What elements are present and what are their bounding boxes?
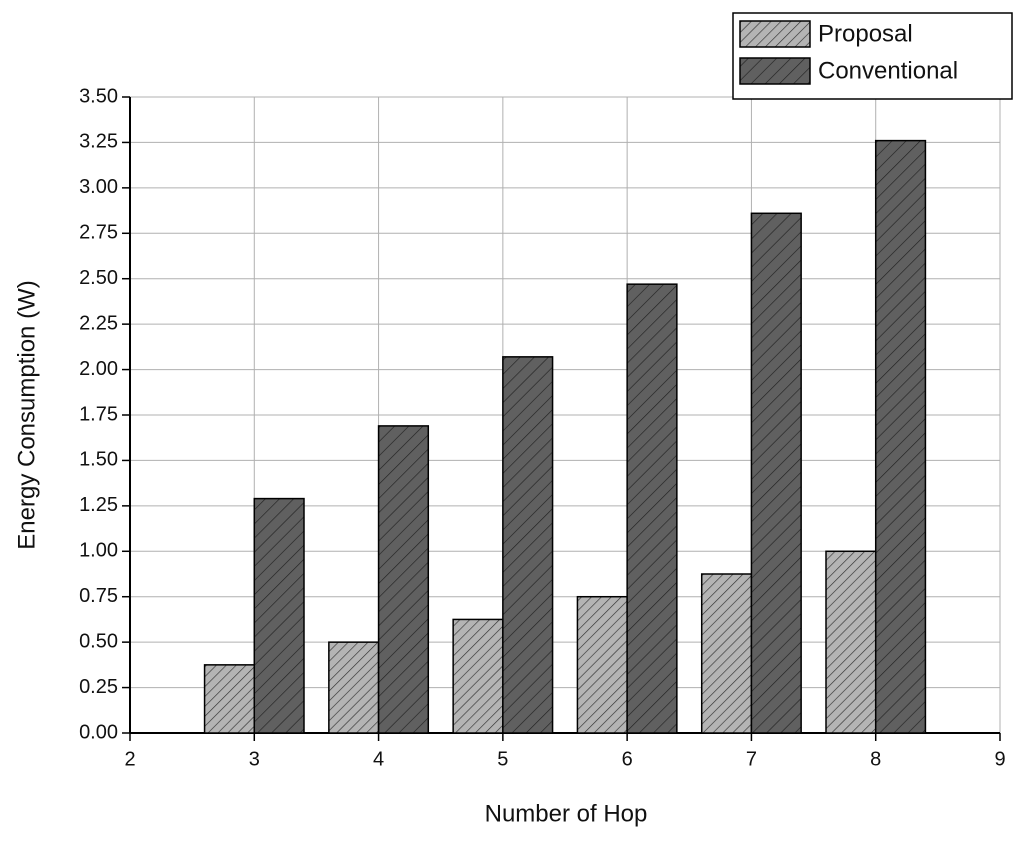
bar xyxy=(203,664,256,734)
bar xyxy=(874,139,927,734)
x-tick-label: 8 xyxy=(870,748,881,770)
y-tick-label: 3.00 xyxy=(79,176,118,198)
x-tick-label: 4 xyxy=(373,748,384,770)
x-tick-label: 9 xyxy=(994,748,1005,770)
y-tick-label: 3.25 xyxy=(79,131,118,153)
bar xyxy=(626,283,678,734)
y-tick-label: 0.25 xyxy=(79,676,118,698)
y-tick-label: 0.50 xyxy=(79,630,118,652)
bar xyxy=(502,356,554,734)
y-tick-label: 1.25 xyxy=(79,494,118,516)
y-axis-title: Energy Consumption (W) xyxy=(13,280,40,549)
y-tick-label: 0.00 xyxy=(79,721,118,743)
y-tick-label: 1.00 xyxy=(79,540,118,562)
y-tick-label: 1.50 xyxy=(79,449,118,471)
bar xyxy=(328,641,380,734)
x-tick-label: 7 xyxy=(746,748,757,770)
x-tick-label: 2 xyxy=(124,748,135,770)
y-tick-label: 1.75 xyxy=(79,403,118,425)
y-tick-label: 0.75 xyxy=(79,585,118,607)
legend-swatch xyxy=(739,20,811,48)
bar xyxy=(377,425,430,734)
x-tick-label: 5 xyxy=(497,748,508,770)
bar xyxy=(700,573,753,734)
x-tick-label: 6 xyxy=(622,748,633,770)
legend-label: Proposal xyxy=(818,20,913,47)
bar xyxy=(576,595,628,734)
y-tick-label: 2.50 xyxy=(79,267,118,289)
legend-swatch xyxy=(739,57,811,85)
y-tick-label: 2.00 xyxy=(79,358,118,380)
bar xyxy=(452,618,504,734)
bar xyxy=(825,550,877,734)
legend-label: Conventional xyxy=(818,57,958,84)
bar xyxy=(253,497,305,734)
x-axis-title: Number of Hop xyxy=(485,800,648,827)
x-tick-label: 3 xyxy=(249,748,260,770)
y-tick-label: 3.50 xyxy=(79,85,118,107)
y-tick-label: 2.75 xyxy=(79,222,118,244)
bar xyxy=(750,212,802,734)
y-tick-label: 2.25 xyxy=(79,312,118,334)
